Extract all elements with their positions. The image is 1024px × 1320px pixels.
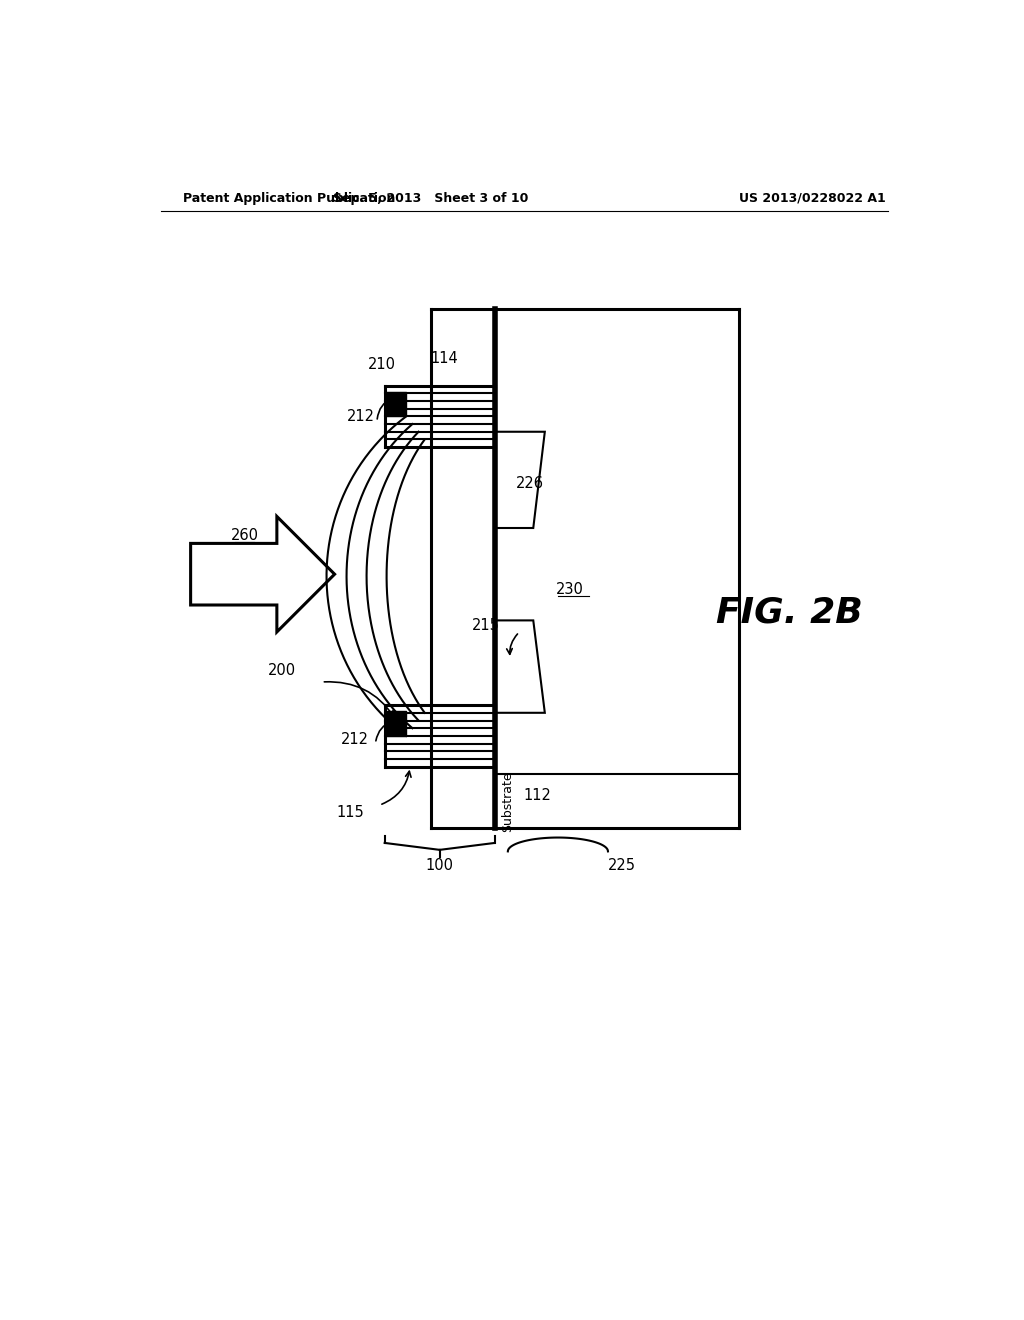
Text: 212: 212 <box>347 409 375 424</box>
Text: US 2013/0228022 A1: US 2013/0228022 A1 <box>739 191 886 205</box>
Text: 210: 210 <box>369 358 396 372</box>
Text: 212: 212 <box>341 733 370 747</box>
Text: 215: 215 <box>472 618 500 634</box>
Text: Patent Application Publication: Patent Application Publication <box>183 191 395 205</box>
Text: 114: 114 <box>431 351 459 366</box>
Text: 100: 100 <box>425 858 454 873</box>
Text: 230: 230 <box>556 582 584 597</box>
Text: Sep. 5, 2013   Sheet 3 of 10: Sep. 5, 2013 Sheet 3 of 10 <box>333 191 528 205</box>
Text: FIG. 2B: FIG. 2B <box>716 595 862 630</box>
Text: Substrate: Substrate <box>501 771 514 832</box>
Text: 225: 225 <box>608 858 636 873</box>
Text: 260: 260 <box>230 528 258 544</box>
Text: 200: 200 <box>268 663 296 678</box>
Text: 115: 115 <box>336 805 364 821</box>
Text: 112: 112 <box>523 788 551 804</box>
Text: 226: 226 <box>515 475 544 491</box>
